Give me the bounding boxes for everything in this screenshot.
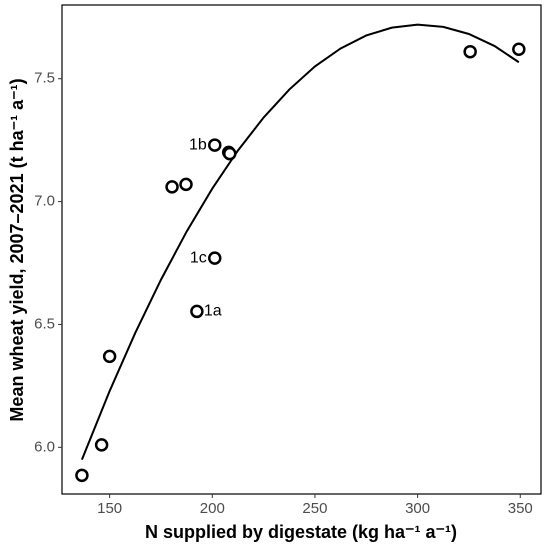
plot-frame: [61, 4, 542, 495]
x-tick-label: 150: [97, 500, 122, 517]
y-tick-label: 7.0: [34, 193, 55, 210]
y-axis-title: Mean wheat yield, 2007–2021 (t ha⁻¹ a⁻¹): [7, 78, 27, 421]
data-point: [75, 468, 89, 483]
data-point: [512, 42, 526, 56]
x-tick-label: 250: [302, 500, 327, 517]
data-point: [102, 349, 117, 364]
x-tick-label: 300: [405, 500, 430, 517]
y-tick-label: 6.5: [34, 315, 55, 332]
data-point: [463, 44, 477, 59]
data-point: [222, 146, 237, 161]
x-axis-title: N supplied by digestate (kg ha⁻¹ a⁻¹): [145, 522, 457, 542]
point-label: 1c: [190, 249, 207, 266]
data-point: [179, 177, 193, 192]
data-point: [94, 438, 109, 452]
data-point: [208, 138, 222, 152]
point-label: 1b: [189, 136, 207, 153]
y-tick-label: 7.5: [34, 70, 55, 87]
data-point: [190, 304, 204, 319]
fit-curve: [80, 23, 520, 460]
data-point: [165, 180, 179, 194]
point-label: 1a: [204, 303, 222, 320]
x-tick-label: 350: [508, 500, 533, 517]
x-tick-label: 200: [200, 500, 225, 517]
data-point: [208, 251, 222, 265]
y-tick-label: 6.0: [34, 438, 55, 455]
